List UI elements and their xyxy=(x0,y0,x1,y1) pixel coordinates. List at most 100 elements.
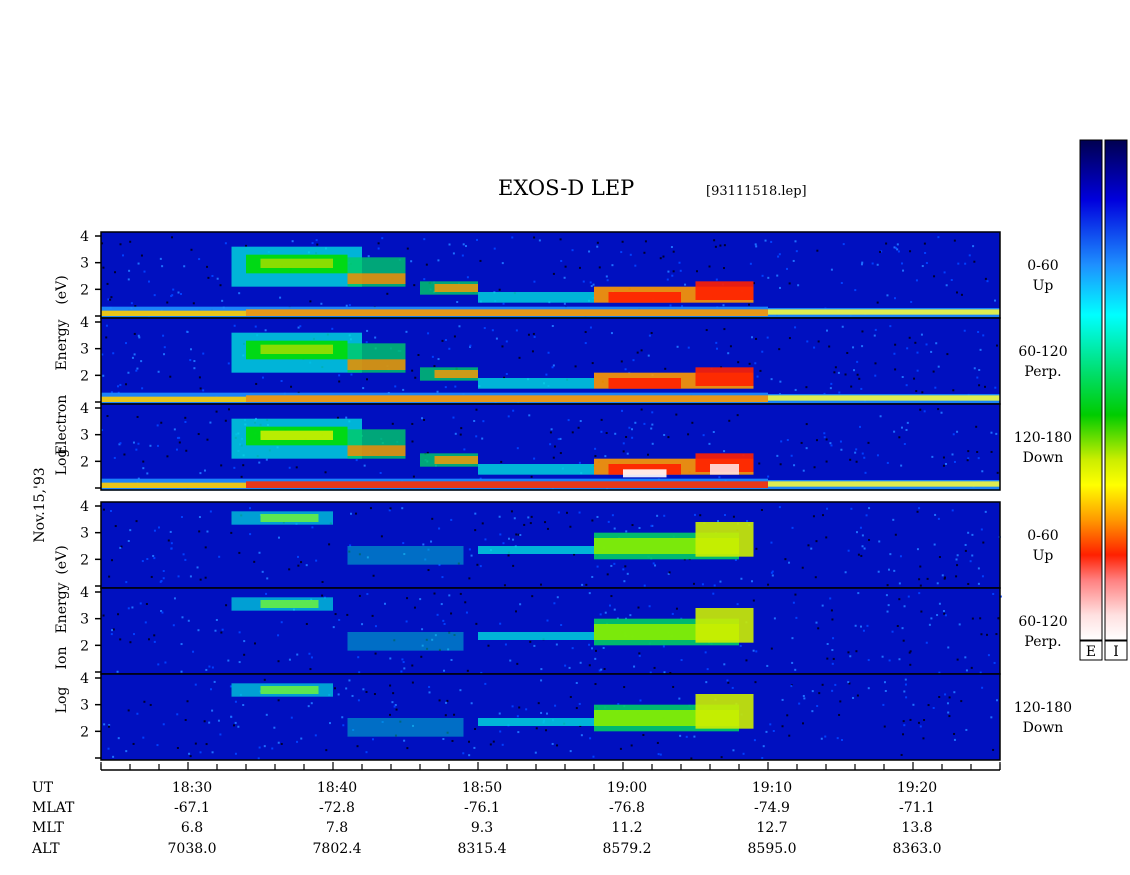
noise-pixel xyxy=(493,247,496,250)
noise-pixel xyxy=(728,419,731,422)
noise-pixel xyxy=(227,408,230,411)
noise-pixel xyxy=(108,724,111,727)
noise-pixel xyxy=(752,649,755,652)
noise-pixel xyxy=(584,342,587,345)
noise-pixel xyxy=(769,723,772,726)
noise-pixel xyxy=(499,533,502,536)
noise-pixel xyxy=(491,329,494,332)
noise-pixel xyxy=(342,724,345,727)
noise-pixel xyxy=(498,515,501,518)
noise-pixel xyxy=(631,436,634,439)
noise-pixel xyxy=(345,304,348,307)
noise-pixel xyxy=(649,671,652,674)
noise-pixel xyxy=(965,728,968,731)
noise-pixel xyxy=(130,302,133,305)
noise-pixel xyxy=(752,282,755,285)
noise-pixel xyxy=(826,642,829,645)
noise-pixel xyxy=(975,425,978,428)
ephemeris-value: -72.8 xyxy=(319,800,355,816)
cusp-band xyxy=(478,464,594,475)
noise-pixel xyxy=(102,614,105,617)
noise-pixel xyxy=(464,601,467,604)
noise-pixel xyxy=(864,471,867,474)
low-energy-band xyxy=(768,395,1000,401)
noise-pixel xyxy=(258,551,261,554)
noise-pixel xyxy=(417,354,420,357)
noise-pixel xyxy=(631,524,634,527)
noise-pixel xyxy=(573,553,576,556)
noise-pixel xyxy=(919,565,922,568)
noise-pixel xyxy=(795,616,798,619)
noise-pixel xyxy=(443,622,446,625)
noise-pixel xyxy=(411,664,414,667)
ion-cusp-band xyxy=(695,608,754,643)
noise-pixel xyxy=(357,656,360,659)
noise-pixel xyxy=(964,656,967,659)
noise-pixel xyxy=(111,629,114,632)
noise-pixel xyxy=(277,660,280,663)
noise-pixel xyxy=(889,553,892,556)
x-tick-label: 19:00 xyxy=(607,780,647,796)
noise-pixel xyxy=(727,352,730,355)
noise-pixel xyxy=(213,680,216,683)
noise-pixel xyxy=(998,617,1001,620)
noise-pixel xyxy=(280,621,283,624)
noise-pixel xyxy=(812,515,815,518)
noise-pixel xyxy=(346,613,349,616)
noise-pixel xyxy=(878,540,881,543)
noise-pixel xyxy=(452,416,455,419)
noise-pixel xyxy=(550,428,553,431)
noise-pixel xyxy=(560,624,563,627)
pitch-range-label: 120-180 xyxy=(1014,430,1072,446)
noise-pixel xyxy=(938,556,941,559)
noise-pixel xyxy=(145,602,148,605)
noise-pixel xyxy=(788,337,791,340)
noise-pixel xyxy=(505,372,508,375)
noise-pixel xyxy=(984,385,987,388)
noise-pixel xyxy=(338,374,341,377)
noise-pixel xyxy=(773,617,776,620)
noise-pixel xyxy=(137,477,140,480)
noise-pixel xyxy=(791,661,794,664)
noise-pixel xyxy=(487,644,490,647)
noise-pixel xyxy=(798,702,801,705)
noise-pixel xyxy=(905,696,908,699)
noise-pixel xyxy=(980,633,983,636)
plasma-sheet-band xyxy=(260,344,333,354)
noise-pixel xyxy=(779,380,782,383)
noise-pixel xyxy=(894,533,897,536)
noise-pixel xyxy=(791,637,794,640)
noise-pixel xyxy=(604,455,607,458)
noise-pixel xyxy=(296,740,299,743)
noise-pixel xyxy=(625,435,628,438)
ephemeris-value: -76.8 xyxy=(609,800,645,816)
noise-pixel xyxy=(264,329,267,332)
noise-pixel xyxy=(395,708,398,711)
cusp-peak xyxy=(710,464,739,475)
noise-pixel xyxy=(801,566,804,569)
noise-pixel xyxy=(584,331,587,334)
noise-pixel xyxy=(755,337,758,340)
noise-pixel xyxy=(898,598,901,601)
noise-pixel xyxy=(224,419,227,422)
noise-pixel xyxy=(337,693,340,696)
noise-pixel xyxy=(199,387,202,390)
noise-pixel xyxy=(463,448,466,451)
noise-pixel xyxy=(172,624,175,627)
noise-pixel xyxy=(889,325,892,328)
noise-pixel xyxy=(401,658,404,661)
noise-pixel xyxy=(211,274,214,277)
noise-pixel xyxy=(211,709,214,712)
noise-pixel xyxy=(831,689,834,692)
noise-pixel xyxy=(205,743,208,746)
noise-pixel xyxy=(886,461,889,464)
noise-pixel xyxy=(923,410,926,413)
noise-pixel xyxy=(761,274,764,277)
noise-pixel xyxy=(977,567,980,570)
noise-pixel xyxy=(464,245,467,248)
ephemeris-table: UT 18:30 18:40 18:50 19:00 19:10 19:20 MLAT -67.… xyxy=(31,780,942,857)
noise-pixel xyxy=(865,514,868,517)
y-tick-label: 3 xyxy=(80,342,89,358)
noise-pixel xyxy=(119,243,122,246)
pitch-range-label: 0-60 xyxy=(1027,258,1058,274)
